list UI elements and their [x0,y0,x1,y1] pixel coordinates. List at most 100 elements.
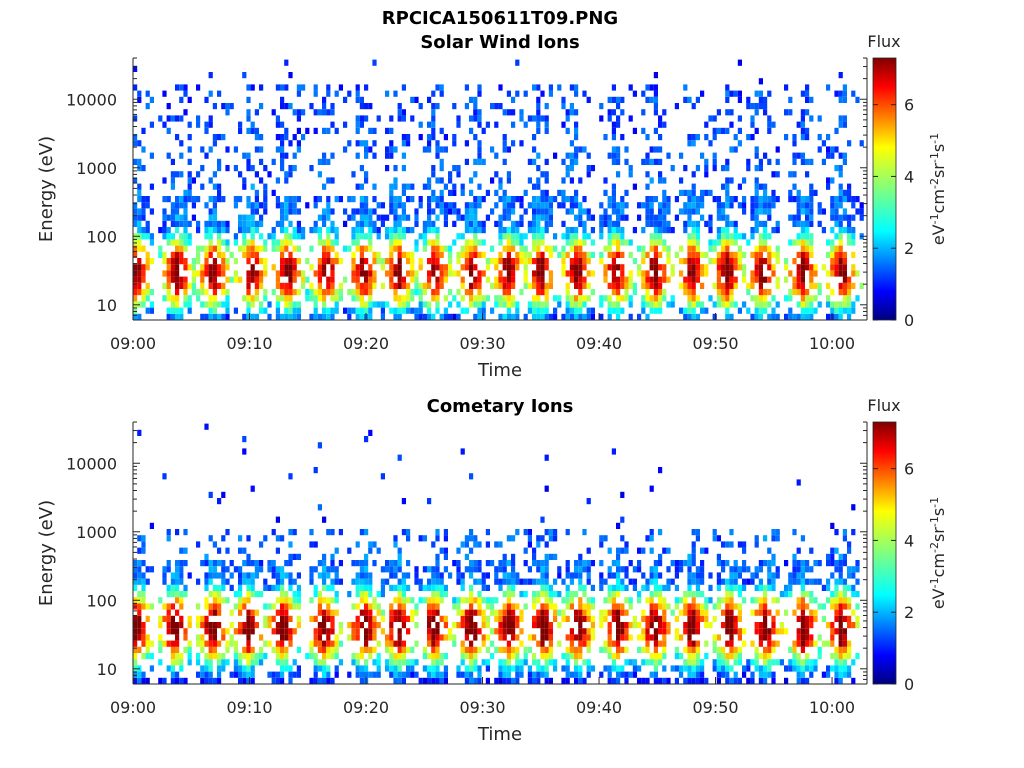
flux-cell [687,270,692,277]
flux-cell [775,529,780,536]
flux-cell [611,220,616,227]
flux-cell [855,560,860,567]
flux-cell [586,498,591,505]
flux-cell [271,227,276,234]
flux-cell [674,603,679,610]
flux-cell [565,295,570,302]
flux-cell [133,566,138,573]
flux-cell [628,659,633,666]
flux-cell [540,584,545,591]
flux-cell [502,276,507,283]
flux-cell [280,202,285,209]
flux-cell [431,671,436,678]
flux-cell [805,258,810,265]
flux-cell [838,239,843,246]
flux-cell [393,307,398,314]
flux-cell [439,84,444,91]
flux-cell [548,208,553,215]
flux-cell [490,245,495,252]
flux-cell [439,671,444,678]
flux-cell [246,202,251,209]
flux-cell [721,295,726,302]
flux-cell [443,677,448,684]
flux-cell [288,578,293,585]
flux-cell [137,208,142,215]
flux-cell [733,560,738,567]
flux-cell [313,665,318,672]
flux-cell [511,535,516,542]
flux-cell [695,622,700,629]
flux-cell [737,245,742,252]
flux-cell [196,220,201,227]
flux-cell [725,202,730,209]
flux-cell [494,609,499,616]
flux-cell [809,96,814,103]
flux-cell [674,572,679,579]
flux-cell [603,264,608,271]
flux-cell [658,134,663,141]
flux-cell [351,622,356,629]
flux-cell [208,264,213,271]
flux-cell [427,609,432,616]
flux-cell [443,202,448,209]
flux-cell [544,591,549,598]
flux-cell [435,653,440,660]
flux-cell [393,245,398,252]
flux-cell [796,289,801,296]
flux-cell [494,103,499,110]
flux-cell [376,227,381,234]
flux-cell [515,671,520,678]
flux-cell [133,214,138,221]
flux-cell [477,140,482,147]
flux-cell [330,220,335,227]
flux-cell [410,295,415,302]
flux-cell [700,671,705,678]
flux-cell [632,665,637,672]
flux-cell [536,227,541,234]
flux-cell [800,597,805,604]
flux-cell [834,202,839,209]
flux-cell [137,227,142,234]
flux-cell [691,578,696,585]
flux-cell [254,146,259,153]
flux-cell [725,622,730,629]
y-tick-label: 100 [86,227,117,246]
flux-cell [859,214,864,221]
flux-cell [548,535,553,542]
flux-cell [767,208,772,215]
flux-cell [498,665,503,672]
flux-cell [359,202,364,209]
flux-cell [351,276,356,283]
flux-cell [469,584,474,591]
flux-cell [376,671,381,678]
flux-cell [183,634,188,641]
flux-cell [427,566,432,573]
flux-cell [796,671,801,678]
flux-cell [372,615,377,622]
flux-cell [616,146,621,153]
flux-cell [414,220,419,227]
flux-cell [817,646,822,653]
flux-cell [208,245,213,252]
flux-cell [166,615,171,622]
flux-cell [624,628,629,635]
flux-cell [305,295,310,302]
flux-cell [443,264,448,271]
flux-cell [800,233,805,240]
flux-cell [330,109,335,116]
flux-cell [687,634,692,641]
flux-cell [620,307,625,314]
flux-cell [800,615,805,622]
flux-cell [133,640,138,647]
y-tick-label: 1000 [76,159,117,178]
flux-cell [170,622,175,629]
flux-cell [834,671,839,678]
flux-cell [792,239,797,246]
flux-cell [695,313,700,320]
flux-cell [275,270,280,277]
flux-cell [674,560,679,567]
spectrogram [133,59,864,320]
flux-cell [246,301,251,308]
flux-cell [607,622,612,629]
flux-cell [275,578,280,585]
